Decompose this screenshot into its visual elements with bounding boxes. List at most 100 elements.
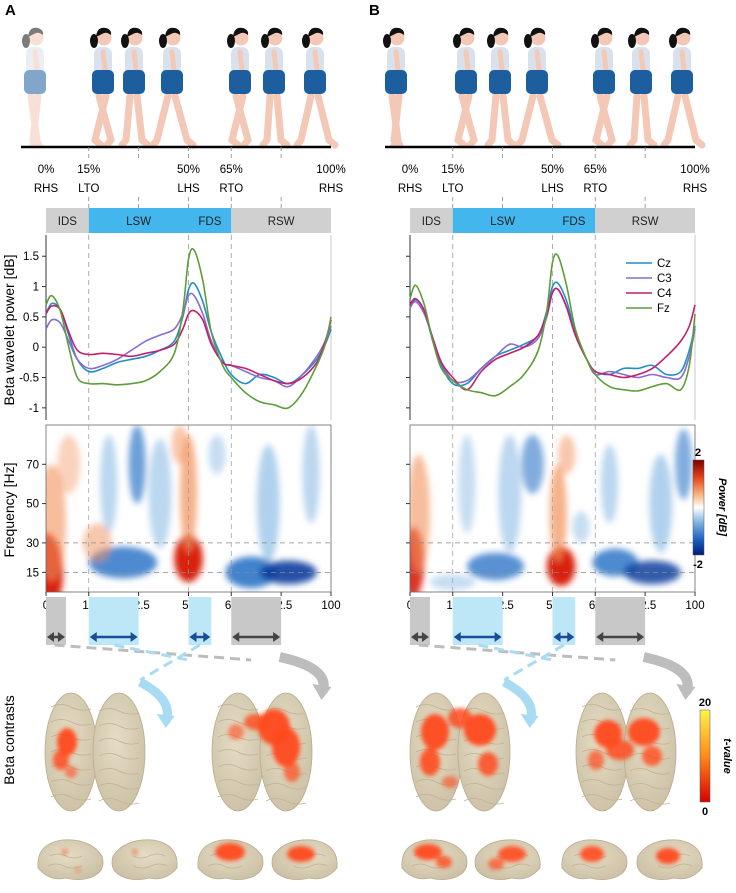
walking-figure-hair [308, 27, 324, 37]
connector-blue-a [478, 643, 553, 662]
brain-sulcus [217, 704, 259, 711]
phase-bar [231, 208, 331, 233]
activation-patch [244, 714, 268, 730]
activation-patch [287, 846, 315, 862]
phase-label: LSW [126, 216, 151, 228]
phase-label: FDS [562, 216, 585, 228]
walking-figure [118, 27, 152, 149]
contrast-windows-a [46, 597, 332, 728]
contrast-window [410, 597, 430, 645]
brain-side-activation [656, 848, 680, 864]
phase-bar [46, 208, 89, 233]
activation-patch [478, 752, 498, 776]
activation-patch [53, 750, 69, 770]
contrast-arrow-head-right [567, 632, 575, 642]
gait-percent-label: 0% [38, 164, 55, 176]
contrast-arrow-head-right [203, 632, 211, 642]
brain-sulcus [463, 708, 505, 715]
tf-x-tick-label: 100 [685, 600, 704, 612]
y-tick-label: 1.5 [23, 251, 39, 263]
gait-event-label: RHS [683, 183, 708, 195]
tf-blob [259, 560, 317, 585]
contrast-arrow-head-right [273, 632, 281, 642]
contrast-arrow-head-left [411, 632, 418, 642]
walking-figure-shorts [263, 70, 285, 94]
brain-side-outline [111, 839, 178, 880]
walking-figure-leg-front [228, 92, 247, 149]
tf-blobs [46, 425, 320, 592]
activation-patch [57, 728, 77, 756]
walking-figure [660, 27, 706, 149]
brain-side-view [561, 839, 628, 880]
activation-patch [420, 748, 440, 776]
brain-side-view [636, 839, 703, 880]
gait-event-label: LTO [442, 183, 463, 195]
walking-figure-shorts [526, 70, 548, 94]
walking-figure-ponytail [227, 34, 235, 48]
brain-sulcus [415, 794, 457, 801]
activation-patch [436, 856, 452, 868]
activation-patch [606, 740, 634, 760]
brain-sulcus [217, 749, 259, 756]
tf-blob [57, 434, 81, 494]
phase-bar [88, 208, 189, 233]
brain-sulcus [50, 794, 92, 801]
brain-top-view [575, 692, 677, 812]
tf-y-tick-label: 15 [26, 567, 39, 579]
gait-percent-label: 15% [441, 164, 464, 176]
tf-blob [174, 535, 203, 583]
brain-sulcus [415, 704, 457, 711]
brain-side-view [474, 839, 541, 880]
gait-event-label: RHS [398, 183, 423, 195]
tf-y-tick-label: 70 [26, 459, 39, 471]
phase-label: RSW [268, 216, 295, 228]
series-line-c3 [45, 292, 332, 388]
walking-figure-shorts [630, 70, 652, 94]
phase-bar [595, 208, 695, 233]
walking-figure-leg-back [293, 92, 315, 149]
gait-timeline-a: 0% RHS 15% LTO 50% LHS 65% RTO 100% RHS IDS LSW FDS R… [21, 145, 346, 233]
y-label-frequency: Frequency [Hz] [1, 463, 17, 558]
walking-figure-hair [459, 27, 475, 37]
brain-side-view [197, 839, 264, 880]
walking-figure-leg-front [91, 92, 110, 149]
tf-blob [467, 552, 524, 581]
walking-figure [626, 27, 658, 149]
walking-figure-leg-front [640, 92, 658, 149]
gait-event-label: RTO [219, 183, 243, 195]
y-label-contrasts: Beta contrasts [1, 695, 17, 785]
walking-figure-shorts [304, 70, 326, 94]
gait-timeline-b: 0% RHS 15% LTO 50% LHS 65% RTO 100% RHS IDS LSW FDS R… [385, 145, 710, 233]
contrast-arrow-head-left [232, 632, 240, 642]
walking-figure-shorts [123, 70, 145, 94]
brain-side-view [401, 839, 468, 880]
tf-blob [171, 425, 189, 465]
gait-percent-label: 100% [316, 164, 345, 176]
gait-percent-label: 65% [220, 164, 243, 176]
tf-blob [410, 454, 430, 573]
walking-figure-leg-back [118, 92, 134, 149]
brain-sulcus [581, 794, 623, 801]
walking-figure-hair [634, 27, 650, 37]
activation-patch [421, 714, 449, 750]
contrast-arrow-head-left [47, 632, 54, 642]
walking-figure-ponytail [121, 34, 129, 48]
walking-figure-shorts [489, 70, 511, 94]
brain-sulcus [98, 768, 140, 775]
tf-blobs [410, 428, 693, 592]
brain-sulcus [50, 779, 92, 786]
walking-figure-ponytail [487, 34, 495, 48]
gait-percent-label: 50% [541, 164, 564, 176]
brain-side-activation [414, 844, 452, 868]
walking-figure-leg-back [660, 92, 682, 149]
tf-blob [549, 464, 567, 563]
connector-blue-b [503, 643, 565, 682]
brain-top-view [211, 692, 313, 812]
tf-y-tick-label: 30 [26, 538, 39, 550]
brain-sulcus [265, 708, 307, 715]
phase-bar [552, 208, 596, 233]
walking-figure-shorts [593, 70, 615, 94]
walking-figure [90, 27, 115, 149]
brain-sulcus [463, 798, 505, 805]
walking-figure-leg-back [626, 92, 641, 149]
